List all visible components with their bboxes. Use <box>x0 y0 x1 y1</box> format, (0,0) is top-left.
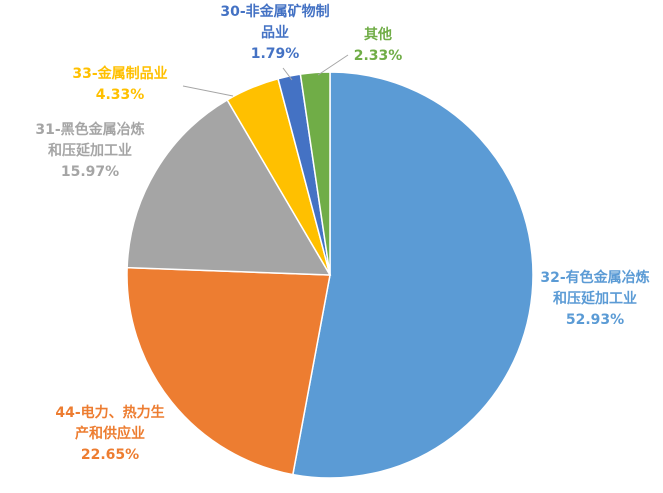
data-label: 31-黑色金属冶炼和压延加工业 15.97% <box>31 120 149 183</box>
category-label: 44-电力、热力生产和供应业 <box>55 405 165 442</box>
value-label: 1.79% <box>250 46 300 62</box>
category-label: 其他 <box>364 27 392 43</box>
category-label: 33-金属制品业 <box>72 66 168 82</box>
value-label: 22.65% <box>80 447 140 463</box>
data-label: 30-非金属矿物制品业 1.79% <box>216 2 334 65</box>
leader-line <box>317 54 349 76</box>
category-label: 31-黑色金属冶炼和压延加工业 <box>35 122 145 159</box>
pie-slice <box>299 71 331 276</box>
value-label: 52.93% <box>565 312 625 328</box>
data-label: 33-金属制品业 4.33% <box>50 64 190 106</box>
leader-line <box>182 85 234 97</box>
category-label: 32-有色金属冶炼和压延加工业 <box>540 270 650 307</box>
leader-line <box>282 67 293 81</box>
value-label: 2.33% <box>353 48 403 64</box>
value-label: 15.97% <box>60 164 120 180</box>
value-label: 4.33% <box>95 87 145 103</box>
data-label: 32-有色金属冶炼和压延加工业 52.93% <box>536 268 654 331</box>
pie-slice <box>126 98 332 276</box>
data-label: 其他 2.33% <box>338 25 418 67</box>
data-label: 44-电力、热力生产和供应业 22.65% <box>51 403 169 466</box>
pie-slice <box>126 266 331 476</box>
pie-slice <box>291 71 534 479</box>
category-label: 30-非金属矿物制品业 <box>220 4 330 41</box>
